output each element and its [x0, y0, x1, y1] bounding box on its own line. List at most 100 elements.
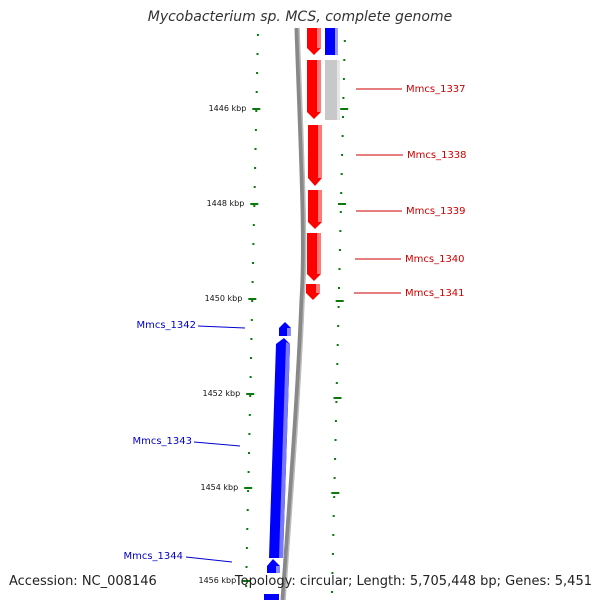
gene-label-mmcs-1338[interactable]: Mmcs_1338: [407, 150, 467, 161]
gene-labels: Mmcs_1337 Mmcs_1338 Mmcs_1339 Mmcs_1340 Mmcs…: [123, 84, 467, 563]
kbp-label: 1446 kbp: [209, 104, 247, 113]
major-tick: [340, 108, 349, 110]
tick-mark: [339, 230, 342, 232]
tick-mark: [253, 205, 256, 207]
tick-mark: [248, 433, 251, 435]
genome-backbone: [280, 27, 306, 600]
gene-label-mmcs-1344[interactable]: Mmcs_1344: [123, 551, 183, 562]
tick-mark: [250, 338, 253, 340]
tick-mark: [246, 509, 249, 511]
tick-mark: [249, 376, 252, 378]
tick-mark: [252, 262, 254, 264]
tick-mark: [338, 249, 341, 251]
tick-mark: [255, 110, 258, 112]
gene-mmcs-1337[interactable]: [307, 60, 321, 119]
kbp-label: 1454 kbp: [200, 483, 238, 492]
tick-mark: [254, 148, 257, 150]
tick-mark: [337, 325, 340, 327]
tick-mark: [254, 167, 257, 169]
tick-mark: [338, 287, 340, 289]
major-tick: [333, 397, 342, 399]
tick-mark: [253, 186, 256, 188]
tick-mark: [331, 591, 333, 593]
kbp-label: 1448 kbp: [207, 199, 245, 208]
tick-mark: [334, 439, 337, 441]
tick-mark: [331, 553, 334, 555]
tick-mark: [336, 344, 339, 346]
major-tick: [252, 108, 261, 110]
major-tick: [248, 298, 257, 300]
accession-text: Accession: NC_008146: [9, 574, 157, 589]
tick-mark: [247, 471, 250, 473]
tick-mark: [335, 382, 338, 384]
gene-leader-line: [193, 441, 241, 447]
tick-mark: [333, 477, 336, 479]
tick-mark: [343, 59, 346, 61]
left-scale-ticks: [242, 34, 261, 587]
gene-mmcs-1340[interactable]: [307, 233, 321, 281]
tick-mark: [342, 97, 345, 99]
gene-top-fragment[interactable]: [325, 28, 338, 55]
tick-mark: [332, 515, 335, 517]
tick-mark: [251, 300, 254, 302]
tick-mark: [251, 281, 254, 283]
tick-mark: [255, 91, 258, 93]
tick-mark: [342, 116, 344, 118]
tick-mark: [340, 173, 343, 175]
kbp-label: 1450 kbp: [205, 294, 243, 303]
tick-mark: [246, 528, 249, 530]
map-title: Mycobacterium sp. MCS, complete genome: [147, 9, 453, 25]
gene-leader-line: [197, 325, 246, 329]
tick-mark: [248, 452, 250, 454]
gene-label-mmcs-1340[interactable]: Mmcs_1340: [405, 254, 465, 265]
tick-mark: [338, 268, 341, 270]
major-tick: [338, 203, 346, 205]
tick-mark: [254, 129, 257, 131]
tick-mark: [245, 566, 248, 568]
gene-mmcs-1343[interactable]: [269, 338, 290, 558]
gene-label-mmcs-1343[interactable]: Mmcs_1343: [132, 436, 192, 447]
tick-mark: [342, 78, 345, 80]
gene-mmcs-1344[interactable]: [264, 559, 280, 600]
tick-mark: [337, 306, 340, 308]
tick-mark: [332, 534, 335, 536]
gene-mmcs-1339[interactable]: [308, 190, 322, 229]
gene-mmcs-1338[interactable]: [308, 125, 322, 186]
tick-mark: [341, 135, 344, 137]
tick-mark: [250, 319, 253, 321]
gene-mmcs-1341[interactable]: [306, 284, 320, 300]
tick-mark: [256, 53, 259, 55]
gene-grey[interactable]: [325, 60, 340, 120]
gene-label-mmcs-1341[interactable]: Mmcs_1341: [405, 288, 465, 299]
genome-backbone-highlight: [284, 27, 307, 600]
tick-mark: [343, 40, 346, 42]
gene-mmcs-1336[interactable]: [307, 28, 321, 55]
tick-mark: [252, 224, 255, 226]
genome-stats-text: Topology: circular; Length: 5,705,448 bp…: [234, 574, 592, 589]
gene-label-mmcs-1339[interactable]: Mmcs_1339: [406, 206, 466, 217]
tick-mark: [256, 72, 259, 74]
tick-mark: [256, 34, 259, 36]
gene-mmcs-1342[interactable]: [279, 322, 291, 336]
major-tick: [250, 203, 259, 205]
tick-mark: [334, 420, 337, 422]
tick-mark: [252, 243, 255, 245]
gene-label-mmcs-1342[interactable]: Mmcs_1342: [136, 320, 196, 331]
tick-mark: [245, 547, 248, 549]
tick-mark: [249, 395, 252, 397]
tick-mark: [331, 572, 334, 574]
tick-mark: [336, 363, 339, 365]
major-tick: [246, 393, 255, 395]
gene-leader-line: [185, 556, 233, 563]
right-scale-ticks: [331, 40, 349, 593]
tick-mark: [248, 414, 251, 416]
tick-mark: [333, 496, 336, 498]
major-tick: [244, 487, 253, 489]
tick-mark: [250, 357, 252, 359]
tick-mark: [247, 490, 250, 492]
gene-label-mmcs-1337[interactable]: Mmcs_1337: [406, 84, 466, 95]
major-tick: [242, 580, 251, 582]
major-tick: [331, 492, 340, 494]
tick-mark: [339, 211, 342, 213]
